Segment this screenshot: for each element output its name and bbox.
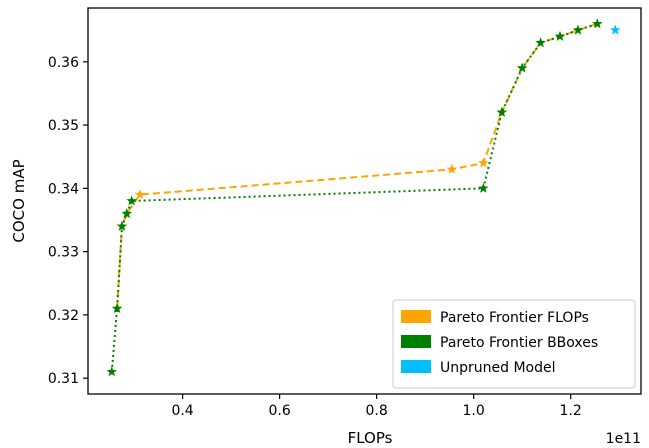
series-layer — [106, 18, 621, 377]
legend-label: Pareto Frontier BBoxes — [440, 335, 598, 351]
legend-box — [392, 299, 636, 389]
data-point — [592, 18, 603, 29]
legend-swatch — [401, 360, 431, 373]
data-point — [610, 24, 621, 35]
legend-swatch — [401, 335, 431, 348]
y-tick-label: 0.34 — [48, 181, 79, 197]
y-tick-label: 0.33 — [48, 245, 79, 261]
data-point — [496, 106, 508, 117]
legend-swatch — [401, 310, 431, 323]
x-axis: 0.4 0.6 0.8 1.0 1.2 — [171, 394, 582, 419]
data-point — [516, 62, 528, 73]
x-tick-label: 0.6 — [268, 403, 290, 419]
data-point — [134, 189, 146, 200]
x-axis-title: FLOPs — [348, 429, 393, 447]
y-tick-label: 0.31 — [48, 371, 79, 387]
data-point — [478, 182, 489, 193]
plot-frame — [87, 7, 642, 395]
x-axis-offset-label: 1e11 — [606, 431, 641, 447]
y-tick-label: 0.36 — [48, 55, 79, 71]
y-axis-title: COCO mAP — [10, 159, 28, 242]
data-point — [554, 30, 566, 41]
legend: Pareto Frontier FLOPs Pareto Frontier BBo… — [392, 299, 636, 389]
data-point — [106, 366, 117, 377]
series-pareto-frontier-flops — [111, 18, 603, 314]
data-point — [121, 208, 133, 219]
x-tick-label: 0.8 — [365, 403, 387, 419]
x-tick-label: 0.4 — [171, 403, 193, 419]
data-point — [126, 195, 137, 206]
series-pareto-frontier-bboxes — [106, 18, 603, 377]
x-tick-label: 1.0 — [463, 403, 485, 419]
data-point — [116, 220, 128, 231]
legend-label: Pareto Frontier FLOPs — [440, 310, 589, 326]
legend-label: Unpruned Model — [440, 360, 556, 376]
y-tick-label: 0.32 — [48, 308, 79, 324]
data-point — [446, 163, 458, 174]
y-tick-label: 0.35 — [48, 118, 79, 134]
series-unpruned-model — [610, 24, 621, 35]
y-axis: 0.31 0.32 0.33 0.34 0.35 0.36 — [48, 55, 88, 387]
data-point — [111, 303, 123, 314]
data-point — [535, 37, 546, 48]
data-point — [572, 24, 584, 35]
x-tick-label: 1.2 — [560, 403, 582, 419]
data-point — [478, 157, 489, 168]
